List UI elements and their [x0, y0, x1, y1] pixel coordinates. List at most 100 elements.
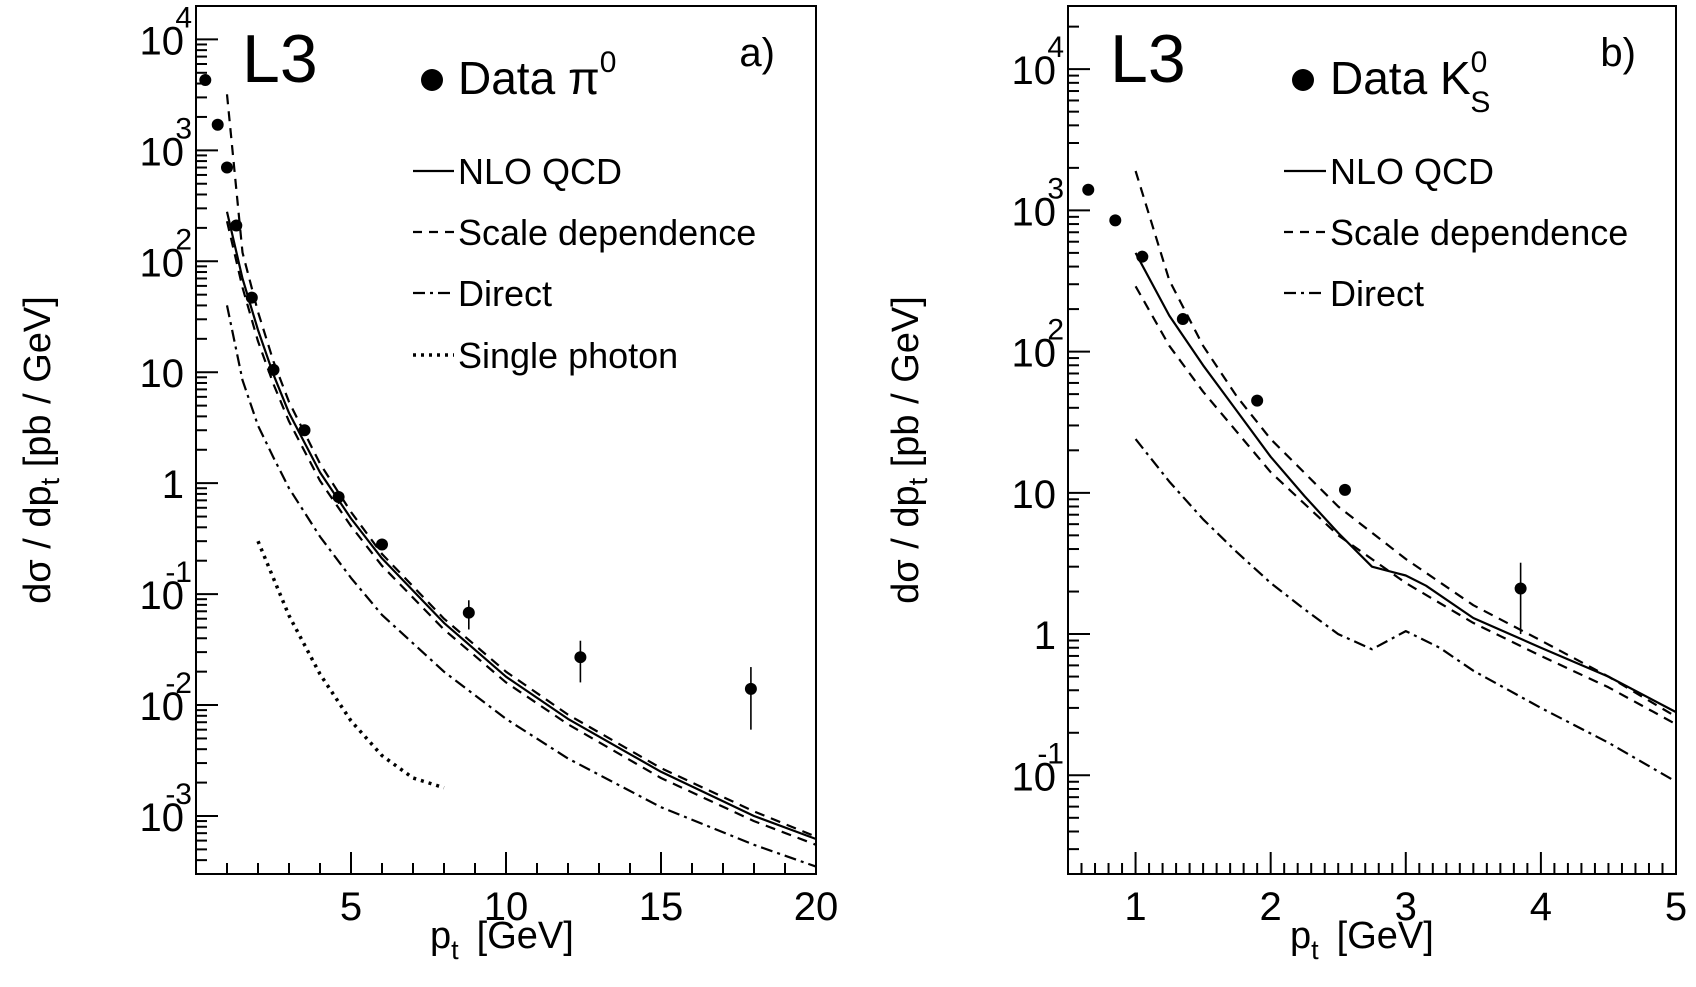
panel-b-curve-1-solid [1134, 252, 1677, 714]
panel-a-curve-4-dashdot [225, 305, 817, 868]
panel-b-frame [1067, 5, 1677, 875]
panel-b-data-point-3 [1136, 250, 1149, 263]
panel-a-x-axis-title-main: p [430, 915, 451, 957]
panel-b-data-point-5 [1251, 394, 1264, 407]
panel-a-legend-label-data-text: Data π [458, 52, 600, 104]
panel-a-y-tick-label: 10 [140, 241, 185, 285]
panel-a-marks [199, 74, 817, 868]
panel-b-legend-label-data-sup: 0 [1471, 46, 1488, 79]
panel-a-data-point-10 [462, 606, 475, 619]
panel-a-y-tick-label: 10 [140, 130, 185, 174]
panel-a-data-point-8 [332, 491, 345, 504]
panel-a-y-tick-exponent: 4 [175, 1, 192, 34]
panel-a-x-tick-label: 15 [639, 885, 684, 929]
panel-b-legend-label-solid: NLO QCD [1330, 151, 1494, 192]
panel-b-x-tick-label: 2 [1260, 885, 1282, 929]
panel-a-legend-label-dashdot: Direct [458, 273, 552, 314]
panel-b-data-point-7 [1514, 582, 1527, 595]
panel-b-data-point-6 [1338, 483, 1351, 496]
panel-a-curve-5-dotted [256, 540, 445, 790]
panel-a-x-axis-title-unit: [GeV] [477, 915, 574, 957]
panel-a-panel-label: a) [739, 31, 775, 75]
panel-b-legend-label-dashdot: Direct [1330, 273, 1424, 314]
panel-b-legend-marker [1292, 69, 1314, 91]
panel-a-data-point-6 [267, 363, 280, 376]
panel-b-x-axis-title-main: p [1290, 915, 1311, 957]
panel-b-x-axis-title: pt [GeV] [1290, 915, 1434, 965]
panel-b-data-point-4 [1176, 313, 1189, 326]
panel-b-y-tick-exponent: 4 [1047, 31, 1064, 64]
panel-b-data-point-2 [1109, 214, 1122, 227]
panel-a-y-axis-title-main: dσ / dp [17, 485, 59, 604]
panel-a-y-tick-exponent: -1 [165, 556, 192, 589]
panel-a-data-point-3 [221, 161, 233, 174]
panel-a-data-point-7 [298, 424, 311, 437]
panel-b-x-axis-title-unit: [GeV] [1337, 915, 1434, 957]
panel-a-y-tick-label: 10 [140, 574, 185, 618]
panel-a-y-tick-label: 10 [140, 352, 185, 396]
panel-b-legend: Data K0 S NLO QCD Scale dependence Direct [1284, 46, 1628, 314]
panel-a-legend-label-data: Data π0 [458, 46, 616, 104]
panel-a-x-tick-label: 5 [340, 885, 362, 929]
panel-b-x-tick-label: 5 [1665, 885, 1687, 929]
panel-b-marks [1082, 170, 1677, 783]
panel-a-legend-label-dotted: Single photon [458, 335, 678, 376]
panel-a-x-axis-title: pt [GeV] [430, 915, 574, 965]
panel-a-data-point-11 [574, 651, 587, 664]
panel-b-curve-3-dashed [1134, 285, 1677, 726]
panel-a-y-tick-exponent: 3 [175, 112, 192, 145]
panel-a-x-tick-label: 20 [794, 885, 839, 929]
panel-a-legend-label-data-sup: 0 [600, 46, 617, 79]
panel-a-data-point-9 [376, 538, 388, 551]
panel-a-data-point-5 [245, 291, 258, 304]
panel-a-y-tick-label: 1 [162, 463, 184, 507]
panel-a-legend-label-solid: NLO QCD [458, 151, 622, 192]
panel-b-curve-4-dashdot [1134, 438, 1677, 783]
panel-a-data-point-12 [744, 682, 757, 695]
panel-a-y-tick-exponent: -2 [165, 667, 192, 700]
panel-a-data-point-4 [230, 219, 243, 232]
panel-a-y-axis-title: dσ / dpt [pb / GeV] [17, 296, 65, 604]
panel-b-y-tick-exponent: -1 [1037, 737, 1064, 770]
panel-a-y-tick-label: 10 [140, 19, 185, 63]
panel-a-legend: Data π0 NLO QCD Scale dependence Direct Sing… [413, 46, 756, 376]
panel-b-y-axis-title-unit: [pb / GeV] [885, 296, 927, 478]
panel-b-y-tick-label: 10 [1012, 755, 1057, 799]
panel-b-y-tick-exponent: 3 [1047, 172, 1064, 205]
panel-b-y-tick-label: 10 [1012, 473, 1057, 517]
panel-a-y-tick-exponent: -3 [165, 778, 192, 811]
panel-b-y-tick-label: 10 [1012, 49, 1057, 93]
panel-a-y-tick-exponent: 2 [175, 223, 192, 256]
panel-a-curve-3-dashed [225, 220, 817, 846]
panel-b-y-axis-title: dσ / dpt [pb / GeV] [885, 296, 933, 604]
panel-a-y-tick-label: 10 [140, 796, 185, 840]
panel-b-data-point-1 [1082, 183, 1095, 196]
panel-b-y-axis-title-main: dσ / dp [885, 485, 927, 604]
panel-a-x-ticks: 5 10 15 20 [195, 852, 839, 929]
panel-a-y-axis-title-sub: t [35, 477, 65, 485]
panel-b-legend-label-dashed: Scale dependence [1330, 212, 1628, 253]
panel-a-x-axis-title-sub: t [451, 935, 459, 965]
panel-b-x-tick-label: 4 [1530, 885, 1552, 929]
panel-b-y-tick-label: 1 [1034, 614, 1056, 658]
panel-a-legend-label-dashed: Scale dependence [458, 212, 756, 253]
panel-a-curve-2-dashed [225, 94, 817, 838]
panel-a-experiment-label: L3 [242, 21, 318, 97]
panel-b-y-tick-label: 10 [1012, 190, 1057, 234]
panel-b-y-tick-exponent: 2 [1047, 314, 1064, 347]
panel-b-x-tick-label: 3 [1395, 885, 1417, 929]
panel-b-panel-label: b) [1600, 31, 1636, 75]
panel-b-x-ticks: 1 2 3 4 5 [1067, 852, 1687, 929]
panel-a-x-tick-label: 10 [484, 885, 529, 929]
panel-a-legend-marker [421, 69, 443, 91]
panel-a-y-tick-label: 10 [140, 685, 185, 729]
panel-b-y-tick-label: 10 [1012, 332, 1057, 376]
panel-a-y-axis-title-unit: [pb / GeV] [17, 296, 59, 478]
panel-b-x-axis-title-sub: t [1311, 935, 1319, 965]
